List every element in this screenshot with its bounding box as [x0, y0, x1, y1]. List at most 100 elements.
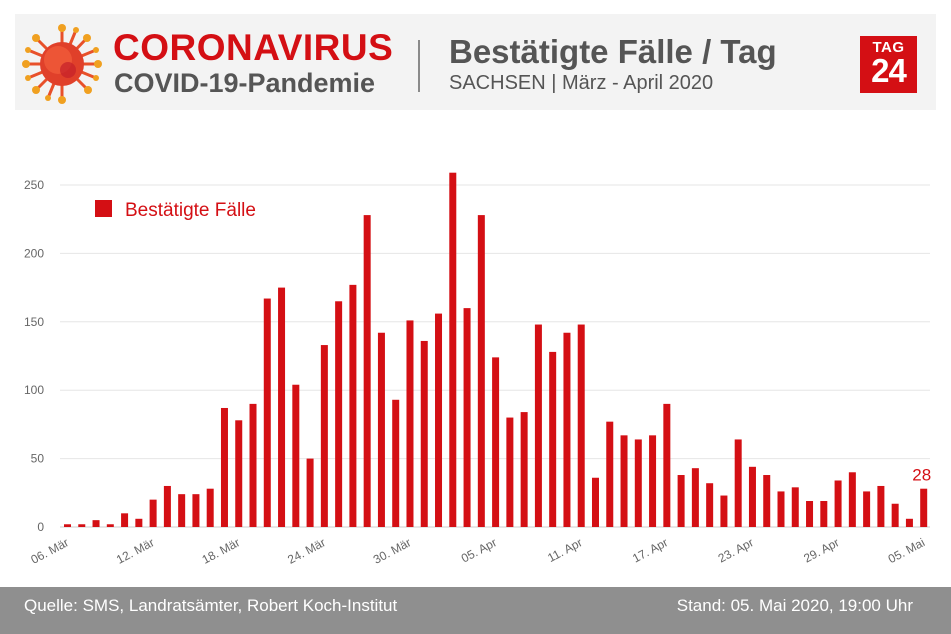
- header: CORONAVIRUS COVID-19-Pandemie Bestätigte…: [0, 0, 951, 118]
- bar: [748, 466, 756, 527]
- bar: [64, 524, 71, 527]
- y-tick-label: 0: [37, 520, 44, 534]
- bar: [506, 417, 514, 527]
- bar: [420, 340, 428, 527]
- x-tick-label: 30. Mär: [371, 535, 413, 566]
- legend: Bestätigte Fälle: [95, 200, 256, 221]
- x-tick-label: 05. Apr: [459, 535, 499, 565]
- bar: [235, 420, 243, 527]
- chart-subtitle-sub: SACHSEN | März - April 2020: [449, 72, 714, 94]
- bar: [192, 494, 200, 527]
- bar: [777, 491, 785, 527]
- bar: [292, 384, 300, 527]
- chart-subtitle: Bestätigte Fälle / Tag: [449, 33, 777, 70]
- bar: [920, 488, 928, 527]
- bar: [206, 488, 214, 527]
- logo-text-top: TAG: [872, 39, 905, 56]
- bar: [591, 477, 599, 527]
- bar: [149, 499, 157, 527]
- bar: [848, 472, 856, 527]
- y-tick-label: 250: [24, 178, 44, 192]
- bar: [392, 399, 400, 527]
- bar: [220, 407, 228, 527]
- bar: [763, 475, 771, 527]
- bar: [877, 485, 885, 527]
- header-band: [15, 14, 936, 110]
- bar: [634, 439, 642, 527]
- tag24-logo: TAG 24: [860, 36, 917, 93]
- legend-label: Bestätigte Fälle: [125, 200, 256, 221]
- x-tick-label: 18. Mär: [200, 535, 242, 566]
- footer-source: Quelle: SMS, Landratsämter, Robert Koch-…: [24, 596, 398, 615]
- legend-swatch: [95, 200, 112, 217]
- bar: [720, 495, 728, 527]
- bar: [477, 215, 485, 527]
- bar: [577, 324, 585, 527]
- footer: Quelle: SMS, Landratsämter, Robert Koch-…: [0, 587, 951, 634]
- bar: [320, 345, 328, 527]
- bar: [563, 332, 571, 527]
- bar: [135, 518, 143, 527]
- y-tick-label: 50: [31, 452, 45, 466]
- bar: [606, 421, 614, 527]
- footer-stand: Stand: 05. Mai 2020, 19:00 Uhr: [676, 596, 913, 615]
- x-axis-ticks: 06. Mär 12. Mär 18. Mär 24. Mär 30. Mär 05. A…: [28, 535, 927, 566]
- bar: [178, 494, 186, 527]
- bar: [834, 480, 842, 527]
- bar: [463, 308, 471, 527]
- header-divider: [418, 40, 420, 92]
- bar: [435, 313, 443, 527]
- x-tick-label: 29. Apr: [801, 535, 841, 565]
- y-tick-label: 150: [24, 315, 44, 329]
- bar: [549, 351, 557, 527]
- bar: [663, 403, 671, 527]
- x-tick-label: 06. Mär: [28, 535, 70, 566]
- bar: [263, 298, 271, 527]
- y-tick-label: 100: [24, 383, 44, 397]
- y-axis-ticks: 0 50 100 150 200 250: [24, 178, 44, 534]
- x-tick-label: 12. Mär: [114, 535, 156, 566]
- bar: [820, 501, 828, 527]
- bar: [121, 513, 129, 527]
- x-tick-label: 24. Mär: [285, 535, 327, 566]
- bar: [863, 491, 871, 527]
- virus-icon: [22, 24, 102, 104]
- page-title-sub: COVID-19-Pandemie: [114, 68, 376, 98]
- bar: [649, 435, 657, 527]
- logo-text-bottom: 24: [871, 52, 907, 89]
- bar: [620, 435, 628, 527]
- bar: [78, 524, 86, 527]
- bar: [163, 485, 171, 527]
- bar: [492, 357, 500, 527]
- bar: [377, 332, 385, 527]
- bar: [335, 301, 343, 527]
- bar: [520, 412, 528, 527]
- bar: [306, 458, 314, 527]
- bar: [106, 524, 114, 527]
- bar: [677, 475, 685, 527]
- bar: [791, 487, 799, 527]
- x-tick-label: 23. Apr: [716, 535, 756, 565]
- bar: [534, 324, 542, 527]
- bar: [363, 215, 371, 527]
- last-value-label: 28: [912, 466, 931, 485]
- bar: [249, 403, 257, 527]
- y-tick-label: 200: [24, 246, 44, 260]
- bar: [734, 439, 742, 527]
- bar: [92, 520, 100, 527]
- bar: [449, 172, 457, 527]
- bar: [691, 468, 699, 527]
- bar: [806, 501, 814, 527]
- bar: [905, 518, 913, 527]
- bar: [706, 483, 714, 527]
- bar-chart: 0 50 100 150 200 250 06. Mär 12. Mär 18. Mär 24.…: [24, 172, 931, 567]
- bar: [891, 503, 899, 527]
- x-tick-label: 11. Apr: [545, 535, 584, 565]
- x-tick-label: 17. Apr: [630, 535, 670, 565]
- bar: [278, 287, 286, 527]
- bars: [64, 172, 928, 527]
- page-title: CORONAVIRUS: [113, 27, 394, 68]
- bar: [406, 320, 414, 527]
- bar: [349, 284, 357, 527]
- x-tick-label: 05. Mai: [886, 535, 927, 566]
